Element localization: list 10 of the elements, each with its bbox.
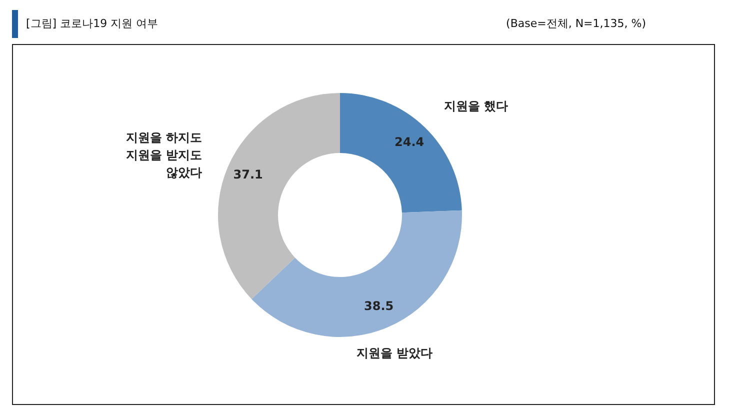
data-label: 37.1 <box>233 168 263 182</box>
donut-slice <box>252 210 462 337</box>
slice-label: 지원을 하지도 지원을 받지도 않았다 <box>126 130 202 180</box>
chart-title: [그림] 코로나19 지원 여부 <box>26 17 158 30</box>
data-label: 24.4 <box>394 135 424 150</box>
data-label: 38.5 <box>364 299 394 314</box>
slice-label: 지원을 했다 <box>444 99 508 114</box>
slice-label: 지원을 받았다 <box>356 346 432 360</box>
text: (Base=전체, N=1,135, %) <box>506 17 646 30</box>
donut-slice <box>218 93 340 300</box>
